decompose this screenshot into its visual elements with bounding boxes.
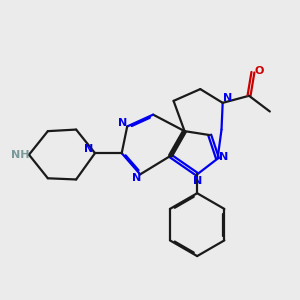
Text: N: N (219, 152, 228, 162)
Text: O: O (254, 66, 263, 76)
Text: N: N (118, 118, 127, 128)
Text: N: N (193, 176, 202, 186)
Text: N: N (132, 172, 141, 182)
Text: N: N (223, 93, 232, 103)
Text: N: N (85, 144, 94, 154)
Text: NH: NH (11, 150, 30, 160)
